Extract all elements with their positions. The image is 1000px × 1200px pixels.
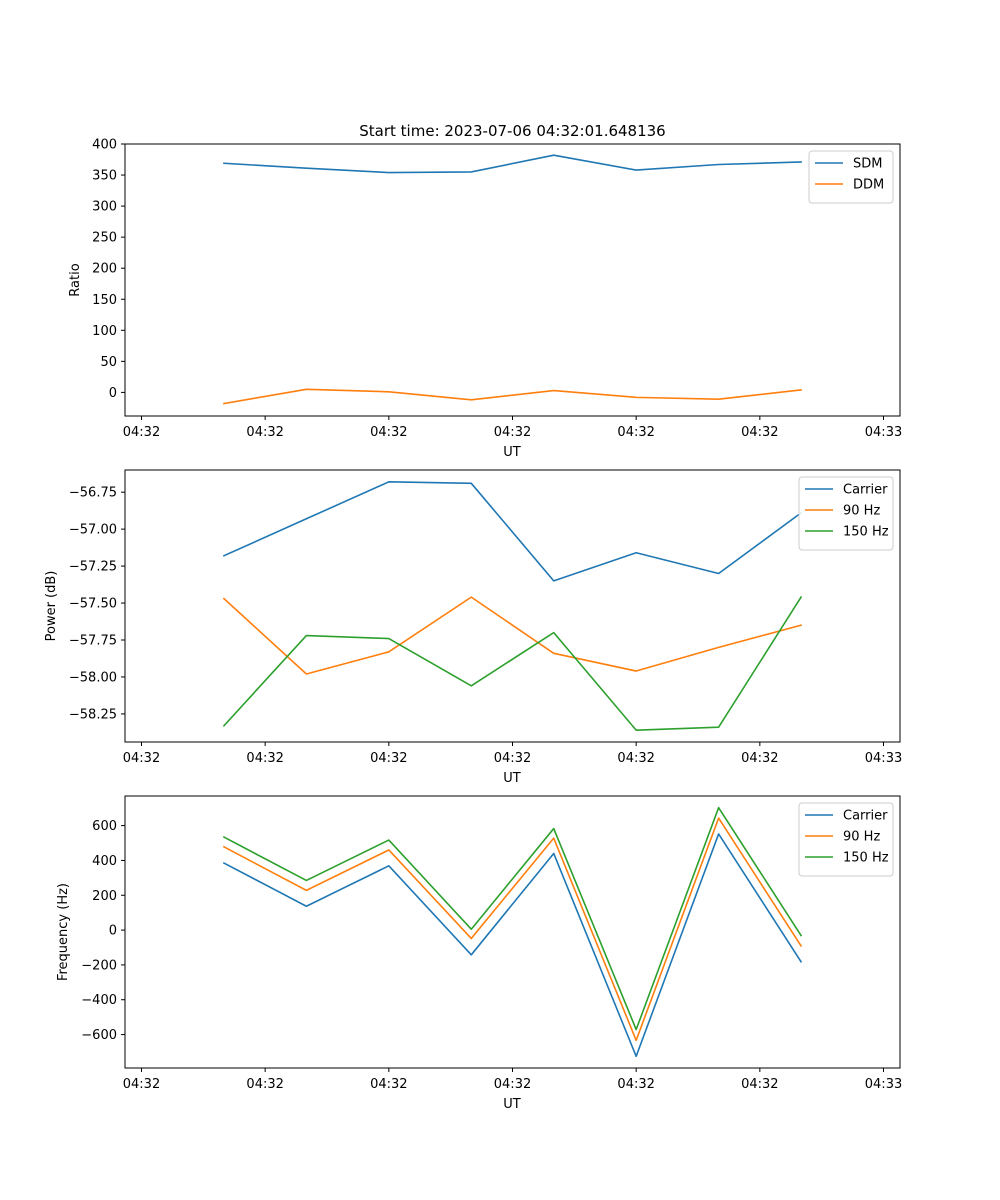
y-tick-label: −57.50: [69, 597, 117, 612]
legend-label: 150 Hz: [843, 851, 889, 866]
legend: Carrier 90 Hz 150 Hz: [798, 476, 894, 551]
x-tick-label: 04:33: [865, 425, 902, 440]
legend-label: 90 Hz: [843, 830, 880, 845]
legend-label: SDM: [853, 157, 882, 172]
x-tick-label: 04:32: [123, 425, 160, 440]
legend: Carrier 90 Hz 150 Hz: [798, 802, 894, 877]
y-tick-label: −56.75: [69, 486, 117, 501]
y-axis-label: Frequency (Hz): [56, 883, 71, 981]
series-line-150-hz: [222, 596, 803, 731]
subplot-3: 04:32 04:32 04:32 04:32 04:32 04:32 04:33 −600 −…: [56, 795, 902, 1112]
y-axis-label: Power (dB): [44, 571, 59, 642]
legend-label: Carrier: [843, 809, 888, 824]
y-tick-label: 150: [92, 293, 117, 308]
x-tick-label: 04:32: [741, 751, 778, 766]
x-tick-label: 04:32: [246, 425, 283, 440]
x-tick-label: 04:33: [865, 751, 902, 766]
y-tick-label: −200: [81, 958, 117, 973]
x-tick-label: 04:32: [494, 425, 531, 440]
y-tick-label: 400: [92, 854, 117, 869]
y-tick-label: 100: [92, 324, 117, 339]
y-tick-label: −600: [81, 1028, 117, 1043]
x-tick-label: 04:32: [617, 425, 654, 440]
y-tick-label: 50: [100, 355, 117, 370]
chart-title: Start time: 2023-07-06 04:32:01.648136: [359, 122, 665, 140]
x-tick-label: 04:32: [370, 425, 407, 440]
x-tick-label: 04:32: [370, 751, 407, 766]
series-line-sdm: [223, 154, 802, 174]
x-tick-label: 04:32: [246, 1077, 283, 1092]
legend-label: 150 Hz: [843, 525, 889, 540]
y-tick-label: 200: [92, 262, 117, 277]
x-axis-label: UT: [503, 445, 521, 460]
x-tick-label: 04:32: [123, 751, 160, 766]
y-tick-label: −57.75: [69, 634, 117, 649]
series-line-ddm: [223, 388, 802, 405]
x-tick-label: 04:32: [741, 1077, 778, 1092]
x-tick-label: 04:32: [494, 751, 531, 766]
plot-frame: [124, 469, 901, 743]
y-tick-label: −58.25: [69, 707, 117, 722]
x-axis-label: UT: [503, 1097, 521, 1112]
y-tick-label: −57.25: [69, 560, 117, 575]
plot-frame: [124, 143, 901, 417]
series-line-carrier: [222, 833, 803, 1058]
x-tick-label: 04:32: [741, 425, 778, 440]
legend-box: [808, 150, 894, 204]
y-tick-label: 200: [92, 889, 117, 904]
series-line-carrier: [222, 481, 803, 582]
y-tick-label: 300: [92, 200, 117, 215]
x-tick-label: 04:33: [865, 1077, 902, 1092]
series-line-90-hz: [222, 596, 803, 675]
legend: SDM DDM: [808, 150, 894, 204]
legend-label: 90 Hz: [843, 504, 880, 519]
y-tick-label: −58.00: [69, 670, 117, 685]
plot-frame: [124, 795, 901, 1069]
x-tick-label: 04:32: [617, 1077, 654, 1092]
y-tick-label: −400: [81, 993, 117, 1008]
y-tick-label: 400: [92, 138, 117, 153]
y-tick-label: 0: [109, 386, 117, 401]
series-line-90-hz: [222, 817, 803, 1042]
x-tick-label: 04:32: [617, 751, 654, 766]
legend-label: DDM: [853, 178, 884, 193]
legend-label: Carrier: [843, 483, 888, 498]
x-tick-label: 04:32: [370, 1077, 407, 1092]
y-tick-label: 0: [109, 924, 117, 939]
y-axis-label: Ratio: [68, 263, 83, 296]
x-tick-label: 04:32: [494, 1077, 531, 1092]
x-tick-label: 04:32: [246, 751, 283, 766]
y-tick-label: 350: [92, 169, 117, 184]
y-tick-label: −57.00: [69, 523, 117, 538]
subplot-2: 04:32 04:32 04:32 04:32 04:32 04:32 04:33 −58.2…: [44, 469, 902, 786]
subplot-1: 04:32 04:32 04:32 04:32 04:32 04:32 04:33 0 50 10…: [68, 122, 902, 460]
series-line-150-hz: [222, 806, 803, 1031]
y-tick-label: 250: [92, 231, 117, 246]
y-tick-label: 600: [92, 819, 117, 834]
x-axis-label: UT: [503, 771, 521, 786]
x-tick-label: 04:32: [123, 1077, 160, 1092]
